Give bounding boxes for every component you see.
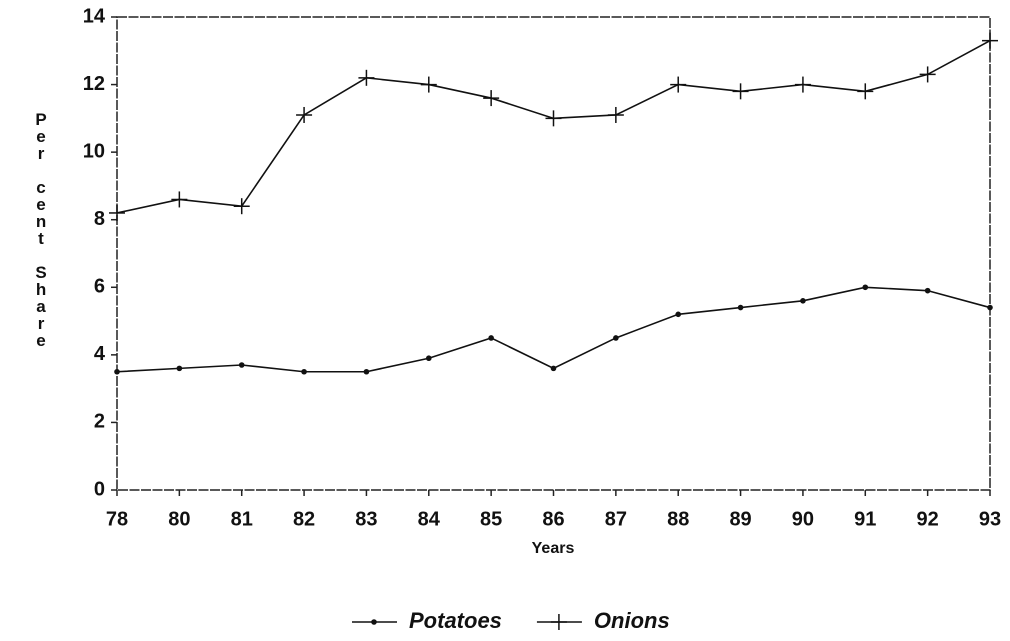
x-tick-label: 83 <box>355 508 377 530</box>
x-tick-label: 78 <box>106 508 128 530</box>
dot-marker <box>675 311 682 318</box>
plus-marker <box>732 83 749 100</box>
plus-marker <box>545 110 562 127</box>
dot-marker <box>613 335 619 341</box>
plus-marker <box>857 83 874 100</box>
y-tick-label: 0 <box>94 478 105 500</box>
plus-marker <box>794 76 811 93</box>
x-tick-label: 82 <box>293 508 315 530</box>
dot-marker <box>363 368 370 375</box>
x-tick-label: 85 <box>480 508 502 530</box>
plus-marker <box>171 191 188 208</box>
dot-marker <box>301 368 307 375</box>
x-tick-label: 90 <box>792 508 814 530</box>
plus-marker <box>607 106 624 123</box>
y-tick-label: 4 <box>94 343 106 365</box>
series-line <box>116 39 991 214</box>
series-line <box>116 286 991 373</box>
legend-label: Onions <box>594 608 670 633</box>
dot-marker <box>488 335 494 341</box>
dot-marker <box>550 365 557 372</box>
x-tick-label: 93 <box>979 508 1001 530</box>
plus-marker <box>982 32 998 49</box>
x-tick-label: 81 <box>231 508 253 530</box>
dot-marker <box>425 355 432 362</box>
y-tick-label: 10 <box>83 140 105 162</box>
y-tick-label: 2 <box>94 411 105 433</box>
x-tick-label: 88 <box>667 508 689 530</box>
plus-marker <box>233 198 250 215</box>
plus-marker <box>550 614 567 630</box>
x-tick-label: 86 <box>542 508 564 530</box>
plus-marker <box>919 66 936 83</box>
plot-frame <box>116 16 991 491</box>
plus-marker <box>296 106 313 123</box>
dot-marker <box>924 287 931 294</box>
plus-marker <box>109 204 125 221</box>
dot-marker <box>862 284 869 291</box>
x-tick-label: 92 <box>917 508 939 530</box>
legend-label: Potatoes <box>409 608 502 633</box>
y-axis-label: Per cent Share <box>32 110 51 348</box>
y-tick-label: 14 <box>83 5 106 27</box>
x-tick-label: 87 <box>605 508 627 530</box>
dot-marker <box>371 619 377 625</box>
dot-marker <box>987 304 993 311</box>
plus-marker <box>420 76 437 93</box>
plus-marker <box>483 90 500 107</box>
plus-marker <box>670 76 687 93</box>
dot-marker <box>238 362 245 368</box>
y-tick-label: 8 <box>94 208 105 230</box>
dot-marker <box>176 365 183 372</box>
dot-marker <box>737 304 744 311</box>
y-tick-label: 12 <box>83 73 105 95</box>
dot-marker <box>800 298 806 304</box>
x-axis-label: Years <box>532 540 575 557</box>
dot-marker <box>114 368 120 375</box>
x-tick-label: 80 <box>168 508 190 530</box>
x-tick-label: 89 <box>729 508 751 530</box>
plus-marker <box>358 69 375 86</box>
x-tick-label: 84 <box>418 508 441 530</box>
x-tick-label: 91 <box>854 508 876 530</box>
y-tick-label: 6 <box>94 276 105 298</box>
